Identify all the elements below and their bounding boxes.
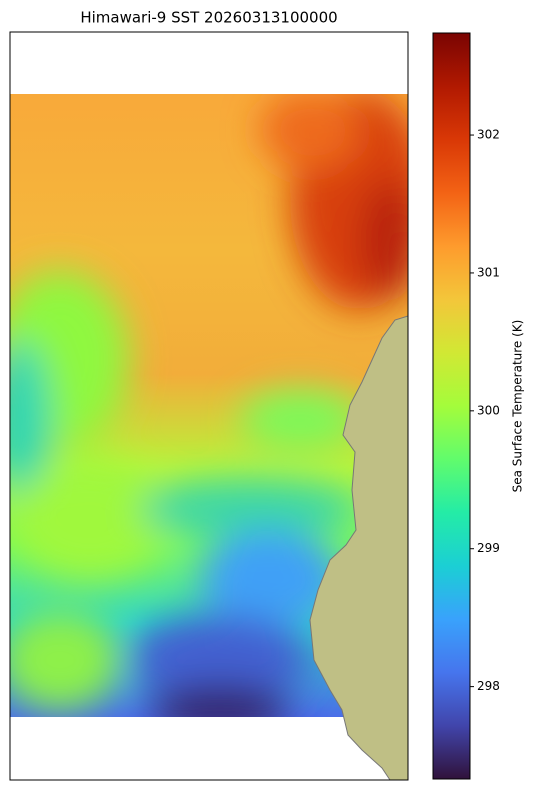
colorbar-tick-label: 301 — [477, 265, 500, 279]
map-frame — [9, 31, 409, 781]
map-title: Himawari-9 SST 20260313100000 — [80, 9, 337, 27]
colorbar-tick-label: 300 — [477, 403, 500, 417]
sst-field — [10, 94, 408, 717]
colorbar-tick-label: 302 — [477, 128, 500, 142]
land — [309, 315, 409, 781]
colorbar-tick-label: 298 — [477, 679, 500, 693]
colorbar — [432, 32, 471, 780]
colorbar-tick-label: 299 — [477, 541, 500, 555]
colorbar-label: Sea Surface Temperature (K) — [511, 320, 525, 493]
